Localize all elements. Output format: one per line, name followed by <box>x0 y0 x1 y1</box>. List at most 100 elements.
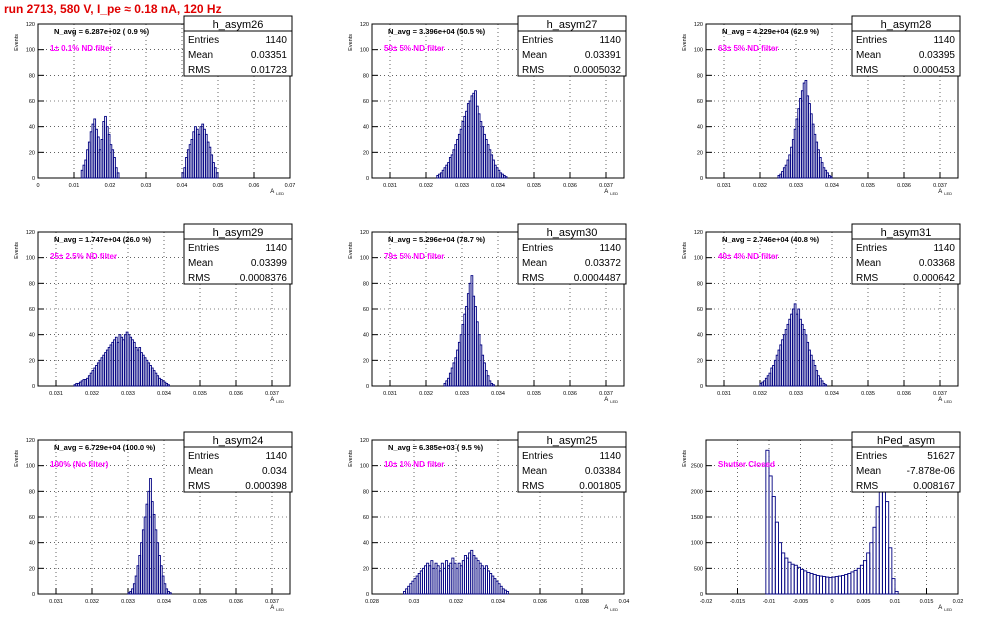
y-axis-title: Events <box>348 450 354 467</box>
x-tick-label: -0.015 <box>730 599 746 605</box>
y-tick-label: 1500 <box>691 515 703 521</box>
x-axis-title: A LED <box>938 397 952 404</box>
stats-value: 0.03391 <box>585 50 622 61</box>
x-tick-label: 0.037 <box>933 391 947 397</box>
y-tick-label: 40 <box>29 333 35 339</box>
x-tick-label: 0.03 <box>141 183 152 189</box>
filter-annotation: 100% (No filter) <box>50 460 109 469</box>
x-tick-label: 0.033 <box>789 391 803 397</box>
stats-value: 0.03351 <box>251 50 288 61</box>
stats-value: 1140 <box>599 451 621 462</box>
y-axis-title: Events <box>14 242 20 259</box>
stats-value: 51627 <box>927 451 955 462</box>
histogram-name: h_asym29 <box>213 227 264 239</box>
x-tick-label: 0.035 <box>193 391 207 397</box>
x-tick-label: 0.037 <box>265 391 279 397</box>
y-tick-label: 20 <box>29 150 35 156</box>
stats-key: Entries <box>188 451 219 462</box>
navg-label: N_avg = 3.396e+04 (50.5 %) <box>388 27 486 36</box>
y-tick-label: 0 <box>700 384 703 390</box>
x-tick-label: 0.02 <box>953 599 964 605</box>
navg-label: N_avg = 4.229e+04 (62.9 %) <box>722 27 820 36</box>
stats-key: Entries <box>188 243 219 254</box>
x-tick-label: 0.031 <box>49 391 63 397</box>
x-axis-title: A LED <box>270 397 284 404</box>
histogram-panel-h_asym25: 0 20 40 60 80 100 120 0.028 0.03 0.032 0.034 0.036 0… <box>348 431 629 612</box>
y-tick-label: 120 <box>360 230 369 236</box>
x-tick-label: 0.037 <box>599 183 613 189</box>
stats-value: 0.008167 <box>913 481 955 492</box>
stats-key: Mean <box>856 258 881 269</box>
x-tick-label: 0.037 <box>265 599 279 605</box>
y-tick-label: 0 <box>32 176 35 182</box>
filter-annotation: 1± 0.1% ND filter <box>50 44 113 53</box>
x-axis-title: A LED <box>604 397 618 404</box>
stats-key: RMS <box>856 273 879 284</box>
x-tick-label: 0.06 <box>249 183 260 189</box>
stats-key: Entries <box>522 35 553 46</box>
histogram-panel-h_asym24: 0 20 40 60 80 100 120 0.031 0.032 0.033 0.034 0.035… <box>14 431 293 612</box>
stats-key: RMS <box>188 65 211 76</box>
stats-key: Mean <box>522 50 547 61</box>
stats-value: 0.03384 <box>585 466 622 477</box>
stats-key: Entries <box>188 35 219 46</box>
stats-box <box>183 431 293 493</box>
y-tick-label: 120 <box>360 438 369 444</box>
x-axis-subscript: LED <box>944 607 952 612</box>
y-tick-label: 20 <box>29 566 35 572</box>
y-tick-label: 2500 <box>691 464 703 470</box>
histogram-bins <box>127 478 172 595</box>
y-tick-label: 1000 <box>691 541 703 547</box>
y-tick-label: 40 <box>29 125 35 131</box>
y-tick-label: 20 <box>363 150 369 156</box>
x-axis-title: A LED <box>938 605 952 612</box>
x-tick-label: 0.036 <box>229 391 243 397</box>
stats-key: Mean <box>522 258 547 269</box>
stats-value: 1140 <box>933 35 955 46</box>
x-tick-label: 0.032 <box>753 391 767 397</box>
stats-box <box>517 431 627 493</box>
x-tick-label: 0.034 <box>157 391 171 397</box>
x-tick-label: 0.036 <box>563 391 577 397</box>
y-tick-label: 100 <box>360 464 369 470</box>
x-tick-label: 0.036 <box>897 183 911 189</box>
stats-key: Entries <box>856 243 887 254</box>
x-axis-title: A LED <box>604 189 618 196</box>
x-tick-label: 0.034 <box>825 391 839 397</box>
x-axis-title: A LED <box>938 189 952 196</box>
y-tick-label: 60 <box>697 99 703 105</box>
x-tick-label: 0 <box>36 183 39 189</box>
y-tick-label: 0 <box>366 176 369 182</box>
y-tick-label: 80 <box>363 281 369 287</box>
y-axis-title: Events <box>682 450 688 467</box>
x-tick-label: 0.034 <box>825 183 839 189</box>
stats-key: RMS <box>522 273 545 284</box>
x-tick-label: 0.034 <box>157 599 171 605</box>
filter-annotation: 10± 1% ND filter <box>384 460 444 469</box>
x-tick-label: 0.033 <box>455 183 469 189</box>
x-tick-label: 0.033 <box>121 391 135 397</box>
y-tick-label: 80 <box>697 73 703 79</box>
x-tick-label: 0.01 <box>69 183 80 189</box>
stats-box <box>851 431 961 493</box>
y-tick-label: 80 <box>29 73 35 79</box>
x-tick-label: 0.031 <box>717 183 731 189</box>
navg-label: N_avg = 5.296e+04 (78.7 %) <box>388 235 486 244</box>
y-tick-label: 40 <box>363 541 369 547</box>
navg-label: N_avg = 6.729e+04 (100.0 %) <box>54 443 156 452</box>
histogram-name: h_asym25 <box>547 435 598 447</box>
y-tick-label: 0 <box>32 592 35 598</box>
y-tick-label: 100 <box>694 48 703 54</box>
x-tick-label: 0 <box>830 599 833 605</box>
stats-box <box>517 15 627 77</box>
x-tick-label: -0.005 <box>793 599 809 605</box>
stats-key: RMS <box>522 65 545 76</box>
y-tick-label: 20 <box>697 358 703 364</box>
stats-key: RMS <box>188 481 211 492</box>
stats-box <box>517 223 627 285</box>
filter-annotation: 25± 2.5% ND filter <box>50 252 117 261</box>
y-tick-label: 100 <box>26 48 35 54</box>
x-tick-label: 0.035 <box>527 183 541 189</box>
x-axis-title: A LED <box>270 605 284 612</box>
y-tick-label: 120 <box>26 230 35 236</box>
